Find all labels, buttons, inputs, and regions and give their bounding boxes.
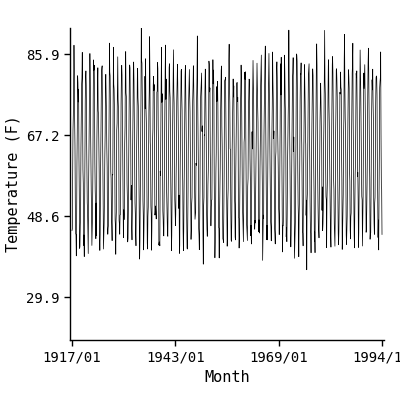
X-axis label: Month: Month: [204, 370, 250, 385]
Y-axis label: Temperature (F): Temperature (F): [6, 116, 20, 252]
